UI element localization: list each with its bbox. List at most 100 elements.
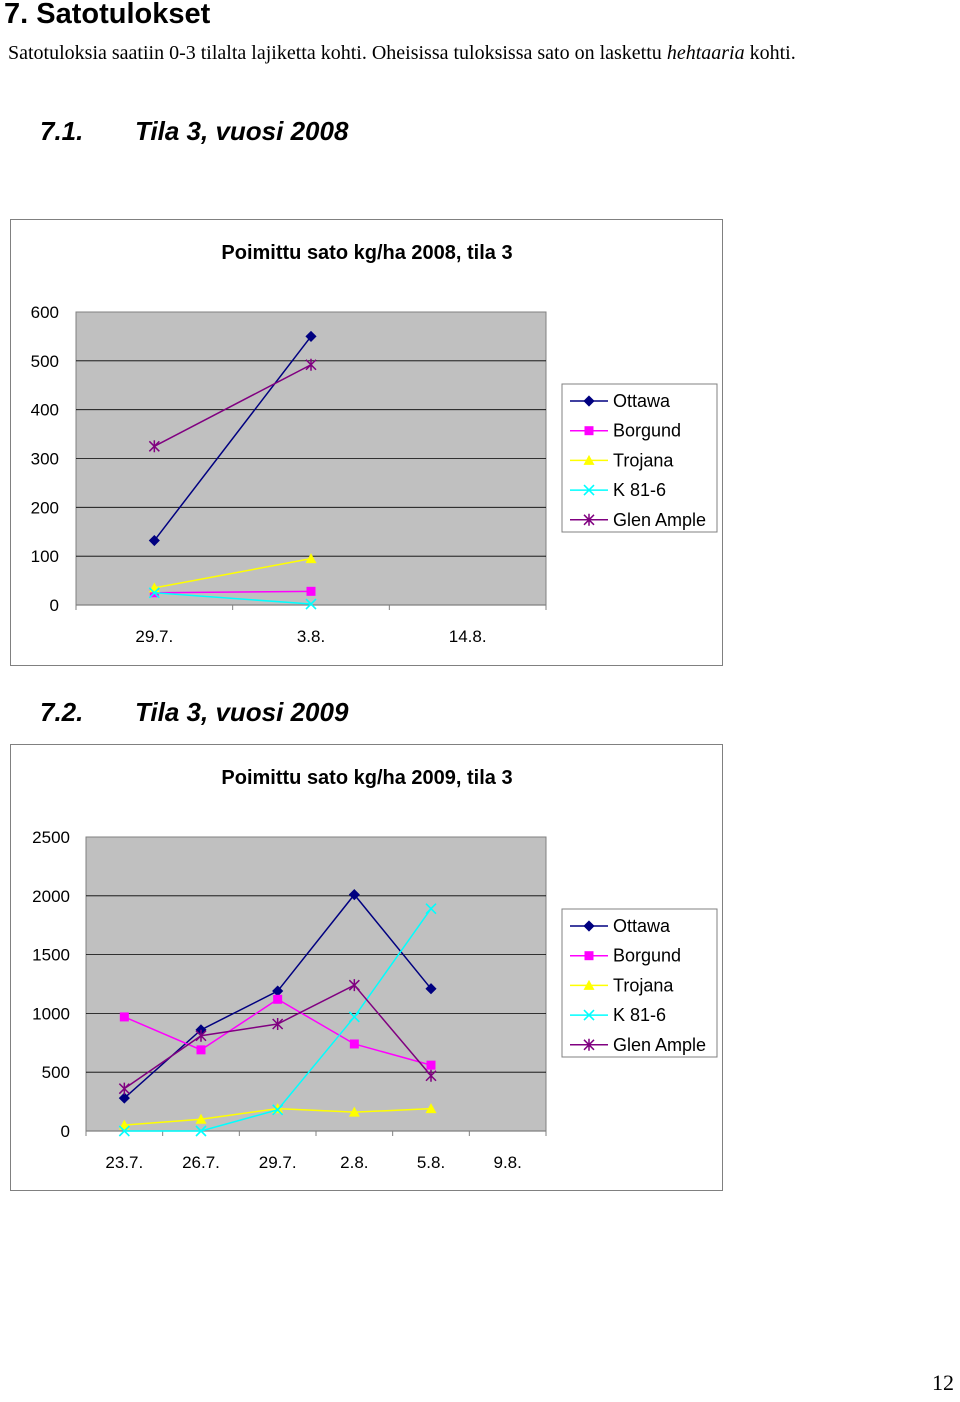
- data-point: [348, 1106, 360, 1117]
- series-glen-ample: [148, 358, 317, 453]
- data-point: [425, 903, 437, 915]
- intro-text-start: Satotuloksia saatiin 0-3 tilalta lajiket…: [8, 42, 667, 64]
- y-tick-label: 100: [31, 547, 59, 566]
- data-point: [119, 1012, 129, 1022]
- data-point: [118, 1082, 130, 1095]
- intro-text-italic: hehtaaria: [666, 42, 745, 64]
- chart-2008: Poimittu sato kg/ha 2008, tila 3 0 100 200 3…: [10, 219, 723, 666]
- legend-marker: [583, 454, 595, 465]
- y-tick-label: 500: [42, 1063, 70, 1082]
- data-point: [348, 1011, 360, 1023]
- section-heading-2008: 7.1. Tila 3, vuosi 2008: [40, 116, 348, 147]
- legend-marker: [583, 1038, 595, 1051]
- y-tick-label: 2000: [32, 887, 70, 906]
- legend-marker: [584, 951, 594, 961]
- legend-item-trojana: Trojana: [570, 975, 674, 995]
- y-tick-label: 300: [31, 450, 59, 469]
- legend-label: Borgund: [613, 946, 681, 966]
- plot-area: [85, 836, 547, 1132]
- legend-item-k-81-6: K 81-6: [570, 480, 666, 500]
- data-point: [272, 1104, 284, 1116]
- x-tick-label: 23.7.: [105, 1153, 143, 1172]
- legend-item-borgund: Borgund: [570, 421, 681, 441]
- legend-marker: [584, 426, 594, 436]
- section-title: Tila 3, vuosi 2009: [135, 697, 349, 727]
- y-tick-label: 1000: [32, 1004, 70, 1023]
- legend-marker: [583, 513, 595, 526]
- legend-item-k-81-6: K 81-6: [570, 1005, 666, 1025]
- legend: Ottawa Borgund Trojana K 81-6 Glen Ample: [561, 383, 718, 533]
- legend-label: Glen Ample: [613, 1035, 706, 1055]
- chart-title: Poimittu sato kg/ha 2009, tila 3: [221, 767, 512, 789]
- data-point: [348, 889, 360, 901]
- series-k-81-6: [148, 587, 317, 610]
- data-point: [305, 598, 317, 610]
- data-point: [148, 534, 160, 547]
- page-number: 12: [932, 1370, 954, 1395]
- y-tick-label: 400: [31, 401, 59, 420]
- legend-item-glen-ample: Glen Ample: [570, 510, 706, 530]
- section-heading-2009: 7.2. Tila 3, vuosi 2009: [40, 697, 348, 728]
- y-tick-label: 500: [31, 352, 59, 371]
- series-line: [154, 592, 312, 605]
- legend-label: Trojana: [613, 450, 674, 470]
- legend-label: K 81-6: [613, 1005, 666, 1025]
- x-tick-label: 9.8.: [493, 1153, 521, 1172]
- data-point: [349, 1039, 359, 1049]
- chart-2009: Poimittu sato kg/ha 2009, tila 3 0 500 1000…: [10, 744, 723, 1191]
- x-tick-label: 3.8.: [297, 627, 325, 646]
- series-line: [153, 364, 312, 447]
- legend-item-ottawa: Ottawa: [570, 391, 671, 411]
- legend-marker: [583, 484, 595, 496]
- legend: Ottawa Borgund Trojana K 81-6 Glen Ample: [561, 908, 718, 1058]
- data-point: [305, 553, 317, 564]
- x-tick-label: 29.7.: [135, 627, 173, 646]
- intro-text-end: kohti.: [744, 42, 796, 64]
- x-tick-label: 29.7.: [259, 1153, 297, 1172]
- legend-marker: [583, 979, 595, 990]
- data-point: [195, 1029, 207, 1042]
- intro-paragraph: Satotuloksia saatiin 0-3 tilalta lajiket…: [8, 42, 796, 65]
- legend-item-ottawa: Ottawa: [570, 916, 671, 936]
- data-point: [196, 1045, 206, 1055]
- legend-label: K 81-6: [613, 480, 666, 500]
- legend-label: Ottawa: [613, 916, 671, 936]
- data-point: [305, 330, 317, 342]
- section-number: 7.2.: [40, 697, 84, 727]
- x-tick-label: 26.7.: [182, 1153, 220, 1172]
- data-point: [305, 358, 317, 371]
- legend-marker: [583, 1009, 595, 1021]
- series-k-81-6: [118, 903, 437, 1137]
- x-tick-label: 14.8.: [449, 627, 487, 646]
- data-point: [425, 1103, 437, 1114]
- y-tick-label: 2500: [32, 828, 70, 847]
- series-line: [154, 590, 312, 594]
- page-heading: 7. Satotulokset: [4, 0, 211, 30]
- legend-item-glen-ample: Glen Ample: [570, 1035, 706, 1055]
- legend-label: Ottawa: [613, 391, 671, 411]
- x-tick-label: 5.8.: [417, 1153, 445, 1172]
- data-point: [195, 1113, 207, 1124]
- section-number: 7.1.: [40, 116, 84, 146]
- data-point: [118, 1092, 130, 1104]
- series-borgund: [119, 994, 436, 1070]
- legend-label: Borgund: [613, 421, 681, 441]
- y-tick-label: 200: [31, 498, 59, 517]
- legend-label: Trojana: [613, 975, 674, 995]
- y-tick-label: 0: [61, 1122, 70, 1141]
- data-point: [272, 1017, 284, 1030]
- data-point: [426, 1060, 436, 1070]
- y-tick-label: 1500: [32, 946, 70, 965]
- y-tick-label: 600: [31, 303, 59, 322]
- series-glen-ample: [118, 979, 437, 1095]
- legend-marker: [583, 395, 595, 407]
- series-ottawa: [148, 330, 317, 547]
- data-point: [306, 586, 316, 596]
- legend-item-trojana: Trojana: [570, 450, 674, 470]
- x-tick-label: 2.8.: [340, 1153, 368, 1172]
- data-point: [148, 440, 160, 453]
- data-point: [425, 1069, 437, 1082]
- legend-marker: [583, 920, 595, 932]
- data-point: [348, 979, 360, 992]
- section-title: Tila 3, vuosi 2008: [135, 116, 349, 146]
